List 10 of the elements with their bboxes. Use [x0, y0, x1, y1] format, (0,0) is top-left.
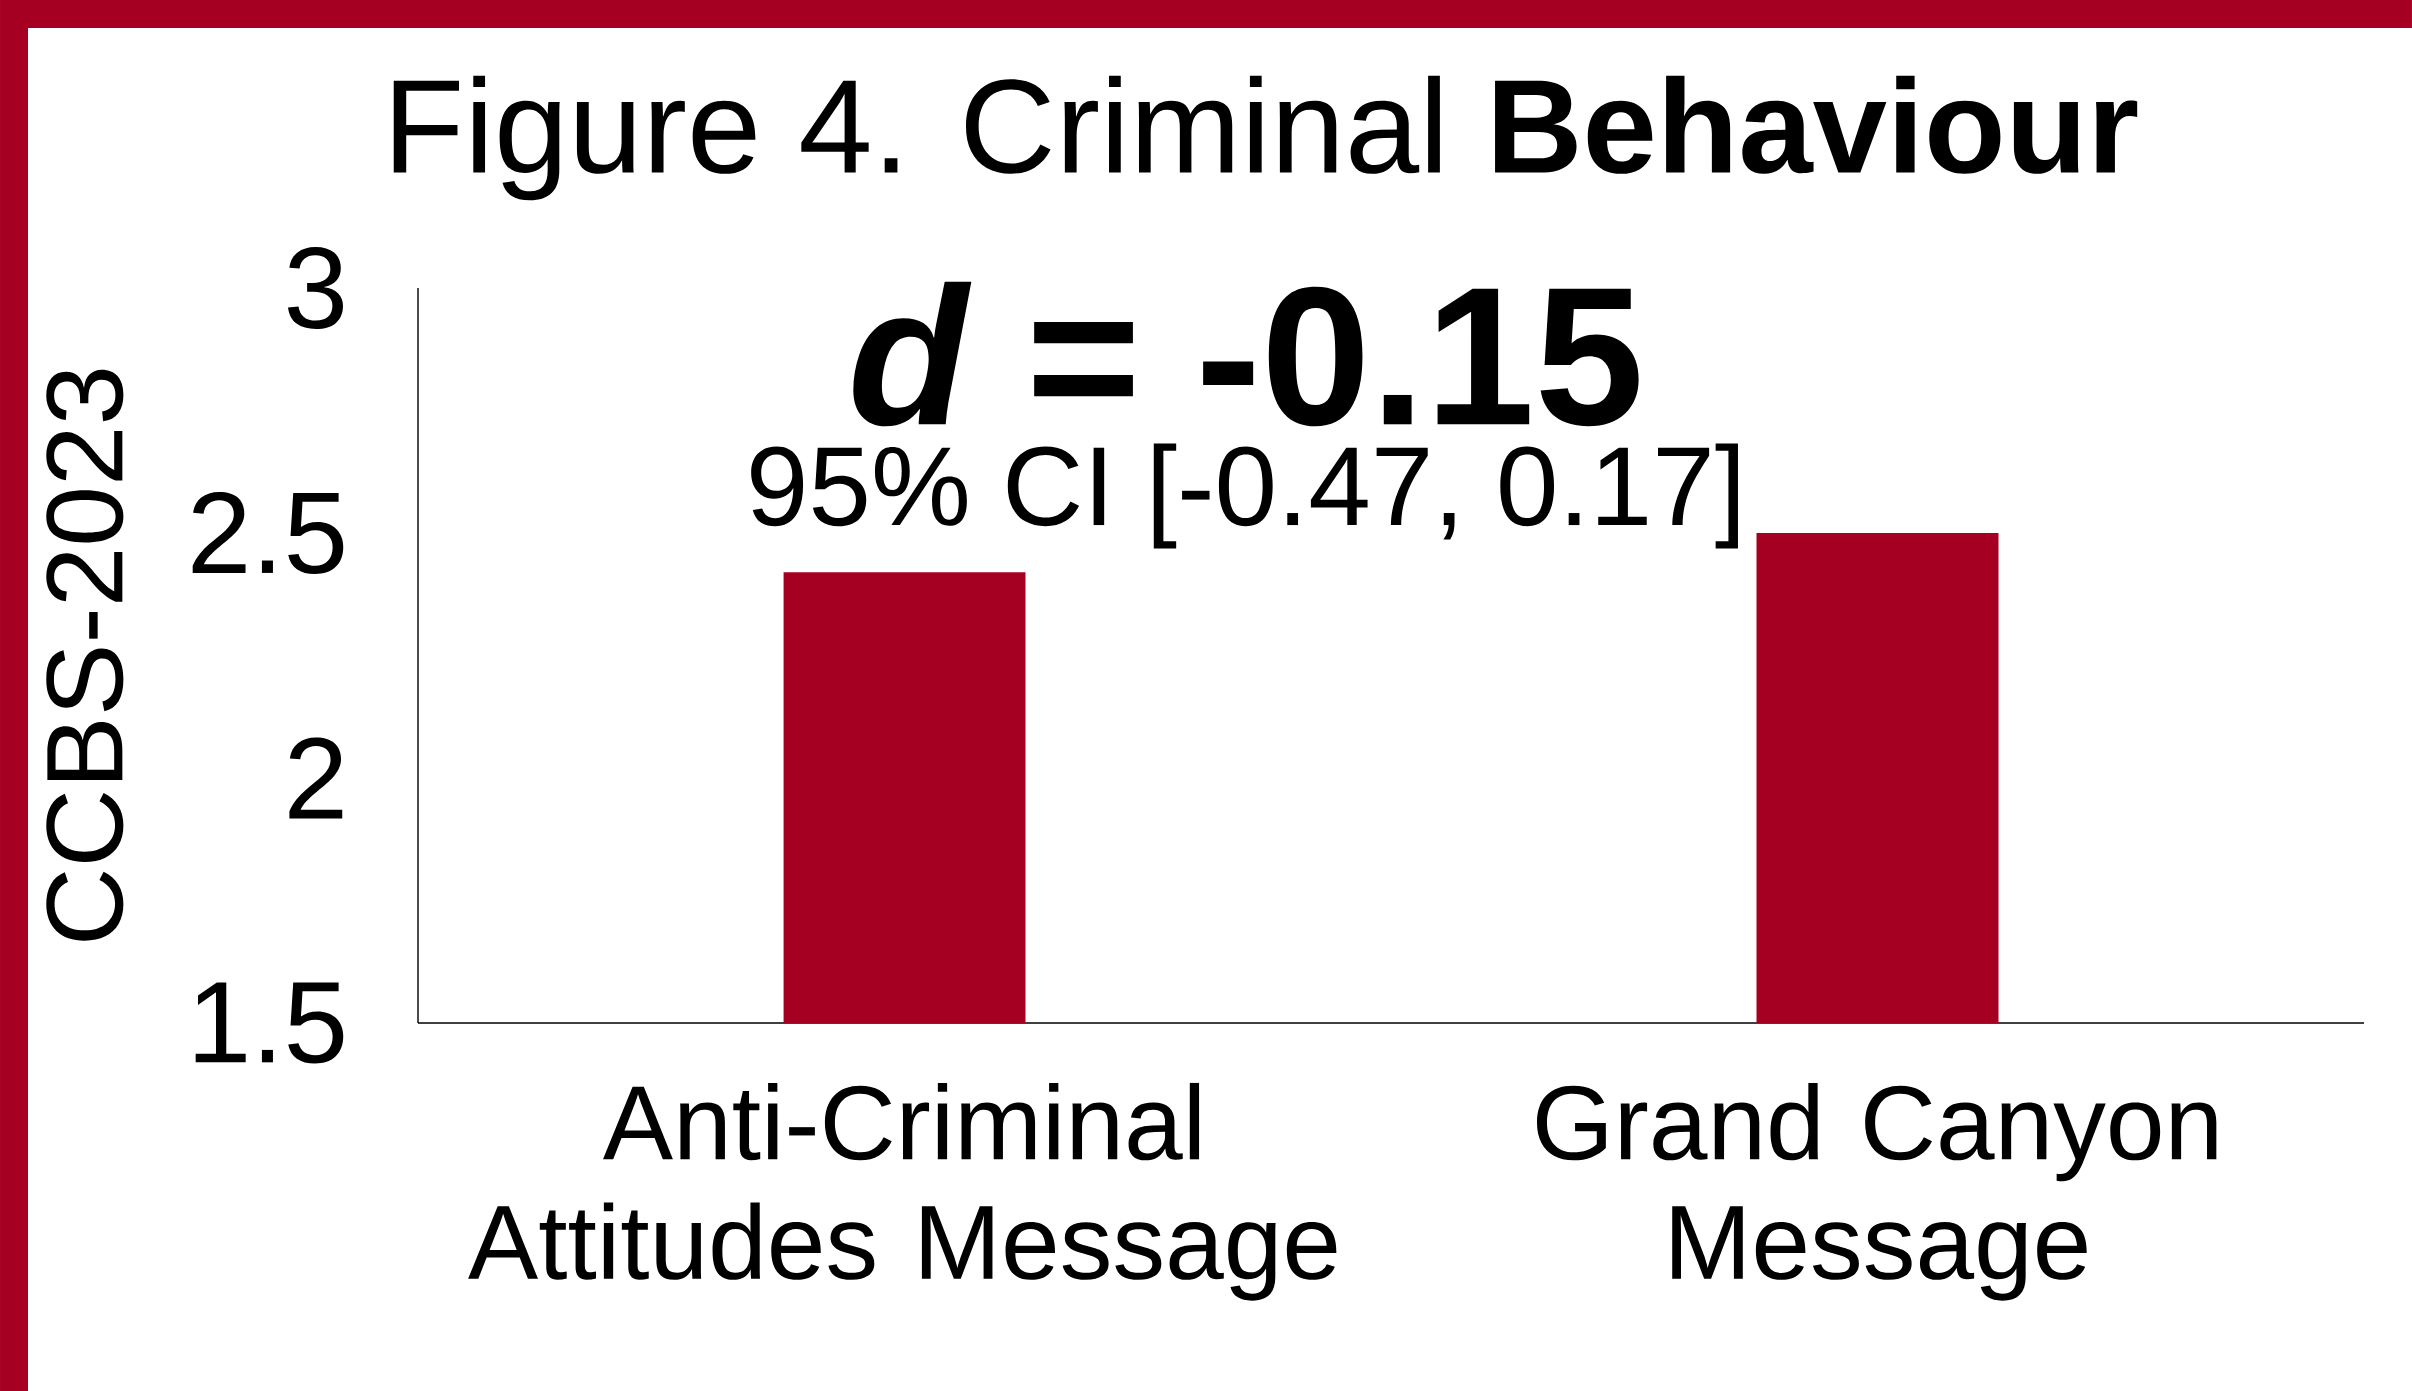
x-tick-label: Anti-Criminal Attitudes Message	[468, 1082, 1337, 1301]
annotation: 95% CI [-0.47, 0.17]	[751, 443, 1738, 549]
annotation: d = -0.15	[853, 281, 1639, 427]
y-axis-title: CCBS-2023	[46, 369, 124, 941]
y-tick-label: 2	[289, 737, 343, 819]
y-tick-label: 3	[287, 246, 343, 330]
y-tick-label: 1.5	[195, 982, 344, 1064]
y-tick-label: 2.5	[192, 491, 344, 575]
chart-title: Figure 4. Criminal Behaviour	[393, 75, 2138, 201]
x-tick-label: Grand Canyon Message	[1536, 1082, 2217, 1301]
